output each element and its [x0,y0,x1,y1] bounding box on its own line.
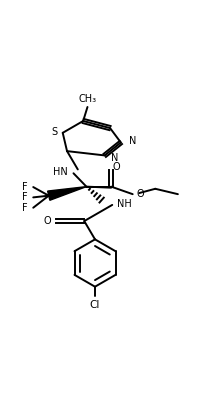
Text: O: O [112,162,120,172]
Text: NH: NH [117,199,131,209]
Text: Cl: Cl [90,300,100,310]
Text: F: F [22,182,27,192]
Text: F: F [22,192,27,202]
Polygon shape [48,187,86,200]
Text: O: O [43,216,51,226]
Text: O: O [136,189,144,199]
Text: N: N [129,136,136,146]
Text: N: N [111,152,118,163]
Text: CH₃: CH₃ [78,94,97,104]
Text: HN: HN [53,166,68,177]
Text: F: F [22,203,27,213]
Text: S: S [51,127,57,137]
